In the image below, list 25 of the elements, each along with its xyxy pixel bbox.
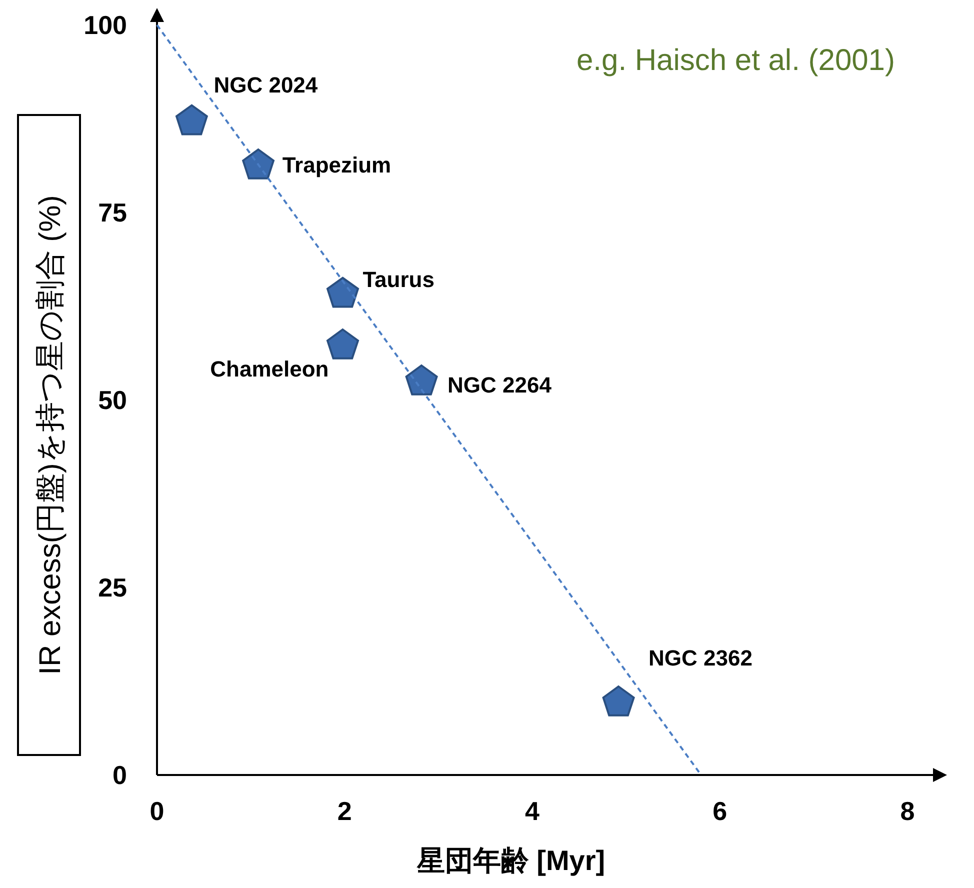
point xyxy=(176,104,208,136)
annotation: NGC 2024 xyxy=(214,72,318,98)
point xyxy=(602,686,635,716)
x-tick-label: 0 xyxy=(150,796,164,826)
annotation: NGC 2362 xyxy=(648,646,752,670)
y-tick-label: 100 xyxy=(84,10,127,40)
annotation: Chameleon xyxy=(210,356,329,382)
y-tick-label: 50 xyxy=(98,385,127,415)
point xyxy=(326,328,359,360)
point xyxy=(242,148,274,180)
x-tick-label: 4 xyxy=(525,796,540,826)
x-axis-title: 星団年齢 [Myr] xyxy=(416,845,606,876)
y-tick-label: 25 xyxy=(98,572,127,602)
x-tick-label: 6 xyxy=(712,796,728,826)
annotation: Taurus xyxy=(362,266,434,292)
x-tick-label: 8 xyxy=(900,796,915,826)
point xyxy=(405,364,438,396)
point xyxy=(326,276,359,308)
y-axis-title: IR excess(円盤)を持つ星の割合 (%) xyxy=(34,195,67,675)
y-tick-label: 75 xyxy=(98,198,127,228)
annotation: e.g. Haisch et al. (2001) xyxy=(576,44,895,77)
annotation: Trapezium xyxy=(282,152,392,178)
y-tick-label: 0 xyxy=(112,760,127,790)
annotation: NGC 2264 xyxy=(448,372,552,398)
x-tick-label: 2 xyxy=(337,796,352,826)
